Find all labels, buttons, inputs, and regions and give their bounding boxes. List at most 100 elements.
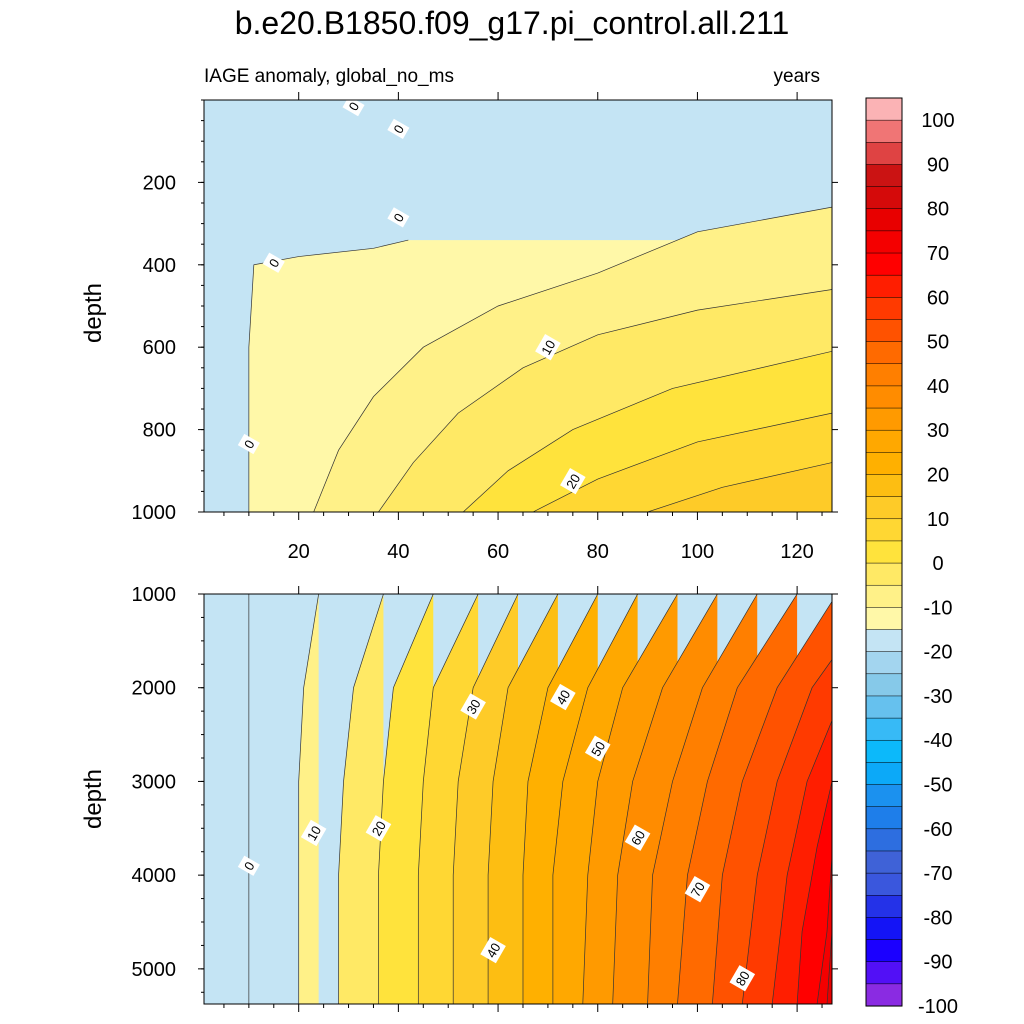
lower-contour-50 — [612, 594, 718, 1004]
lower-contour-65 — [712, 601, 832, 1004]
colorbar-swatch — [865, 850, 903, 874]
colorbar-swatch — [865, 983, 903, 1007]
lower-level-85-fill — [817, 856, 832, 1004]
colorbar-swatch — [865, 784, 903, 808]
svg-text:40: 40 — [483, 940, 503, 960]
colorbar-tick-label: -60 — [924, 819, 953, 841]
lower-contour-35 — [522, 594, 599, 1004]
chart-title: b.e20.B1850.f09_g17.pi_control.all.211 — [235, 5, 790, 41]
svg-text:10: 10 — [538, 337, 558, 357]
colorbar-swatch — [865, 562, 903, 586]
upper-y-tick-label: 600 — [143, 337, 176, 359]
colorbar-swatch — [865, 540, 903, 564]
svg-text:70: 70 — [688, 879, 708, 899]
colorbar-swatch — [865, 341, 903, 365]
upper-contour-label: 0 — [237, 433, 260, 455]
colorbar-swatch — [865, 407, 903, 431]
chart-subtitle-units: years — [774, 66, 820, 87]
colorbar-swatch — [865, 319, 903, 343]
colorbar-tick-label: 70 — [927, 243, 949, 265]
colorbar-tick-label: 80 — [927, 199, 949, 221]
colorbar-swatch — [865, 208, 903, 232]
lower-contour-label: 70 — [684, 876, 711, 903]
lower-contour-label: 40 — [550, 683, 576, 711]
svg-text:10: 10 — [304, 823, 324, 843]
svg-text:20: 20 — [369, 819, 389, 839]
upper-y-tick-label: 200 — [143, 172, 176, 194]
upper-x-tick-label: 60 — [487, 541, 509, 563]
colorbar-swatch — [865, 518, 903, 542]
lower-contour-label: 80 — [729, 965, 756, 992]
lower-contour-40 — [552, 594, 638, 1004]
colorbar-swatch — [865, 429, 903, 453]
colorbar: 1009080706050403020100-10-20-30-40-50-60… — [865, 97, 958, 1018]
lower-contour-80 — [796, 781, 832, 1004]
lower-plot-frame — [203, 593, 833, 1005]
upper-level-25-fill — [647, 462, 832, 512]
upper-contour-label: 20 — [560, 467, 586, 495]
upper-contour-field: 0 0 0 0 0 10 20 — [204, 100, 832, 512]
svg-text:30: 30 — [463, 697, 483, 717]
colorbar-tick-label: -50 — [924, 775, 953, 797]
lower-y-tick-label: 4000 — [132, 865, 177, 887]
upper-contour-label: 0 — [262, 252, 285, 273]
colorbar-swatch — [865, 119, 903, 143]
upper-x-tick-label: 20 — [288, 541, 310, 563]
upper-y-axis-label: depth — [80, 283, 107, 343]
svg-text:20: 20 — [563, 471, 583, 491]
colorbar-tick-label: 10 — [927, 509, 949, 531]
lower-contour-75 — [771, 720, 832, 1004]
upper-y-tick-label: 400 — [143, 255, 176, 277]
lower-contour-5 — [298, 594, 319, 1004]
lower-y-tick-label: 3000 — [132, 771, 177, 793]
colorbar-swatch — [865, 695, 903, 719]
lower-y-tick-label: 1000 — [132, 584, 177, 606]
upper-contour-10 — [378, 289, 832, 512]
colorbar-swatch — [865, 895, 903, 918]
upper-contour-label: 0 — [387, 207, 410, 228]
lower-y-axis-label: depth — [80, 769, 107, 829]
lower-y-tick-label: 2000 — [132, 678, 177, 700]
colorbar-tick-label: 0 — [932, 553, 943, 575]
upper-contour-5 — [313, 206, 832, 512]
upper-x-tick-label: 100 — [681, 541, 714, 563]
svg-text:50: 50 — [588, 739, 608, 759]
colorbar-swatch — [865, 939, 903, 963]
colorbar-frame — [865, 97, 903, 1007]
lower-contour-15 — [378, 594, 434, 1004]
upper-contour-15 — [462, 350, 832, 512]
upper-contour-20 — [532, 412, 832, 512]
lower-contour-60 — [677, 594, 798, 1004]
colorbar-swatch — [865, 164, 903, 188]
upper-contour-25 — [647, 462, 832, 512]
colorbar-tick-label: -20 — [924, 642, 953, 664]
colorbar-swatch — [865, 274, 903, 298]
upper-contour-label: 0 — [342, 100, 365, 117]
colorbar-swatch — [865, 961, 903, 985]
upper-x-tick-label: 120 — [780, 541, 813, 563]
lower-contour-90 — [826, 931, 832, 1004]
lower-contour-30 — [487, 594, 559, 1004]
svg-text:60: 60 — [628, 828, 648, 848]
colorbar-swatch — [865, 917, 903, 941]
colorbar-tick-label: -70 — [924, 863, 953, 885]
lower-contour-label: 0 — [237, 855, 260, 876]
colorbar-tick-label: 20 — [927, 464, 949, 486]
lower-contour-label: 20 — [365, 815, 392, 842]
colorbar-swatch — [865, 230, 903, 254]
colorbar-swatch — [865, 97, 903, 121]
upper-x-tick-label: 80 — [587, 541, 609, 563]
lower-y-tick-label: 5000 — [132, 959, 177, 981]
lower-contour-label: 10 — [300, 819, 327, 847]
colorbar-swatch — [865, 186, 903, 210]
upper-y-tick-label: 800 — [143, 420, 176, 442]
lower-contour-label: 50 — [584, 735, 611, 762]
upper-y-tick-label: 1000 — [132, 502, 177, 524]
lower-contour-45 — [582, 594, 678, 1004]
colorbar-swatch — [865, 584, 903, 608]
colorbar-swatch — [865, 452, 903, 476]
upper-panel: 0 0 0 0 0 10 20 200 400 600 800 1000 20 40 60 80 100 120… — [80, 92, 838, 563]
lower-panel: 0 10 20 30 40 50 60 70 40 80 1000 2000 3000 4000 5000… — [80, 584, 838, 1012]
